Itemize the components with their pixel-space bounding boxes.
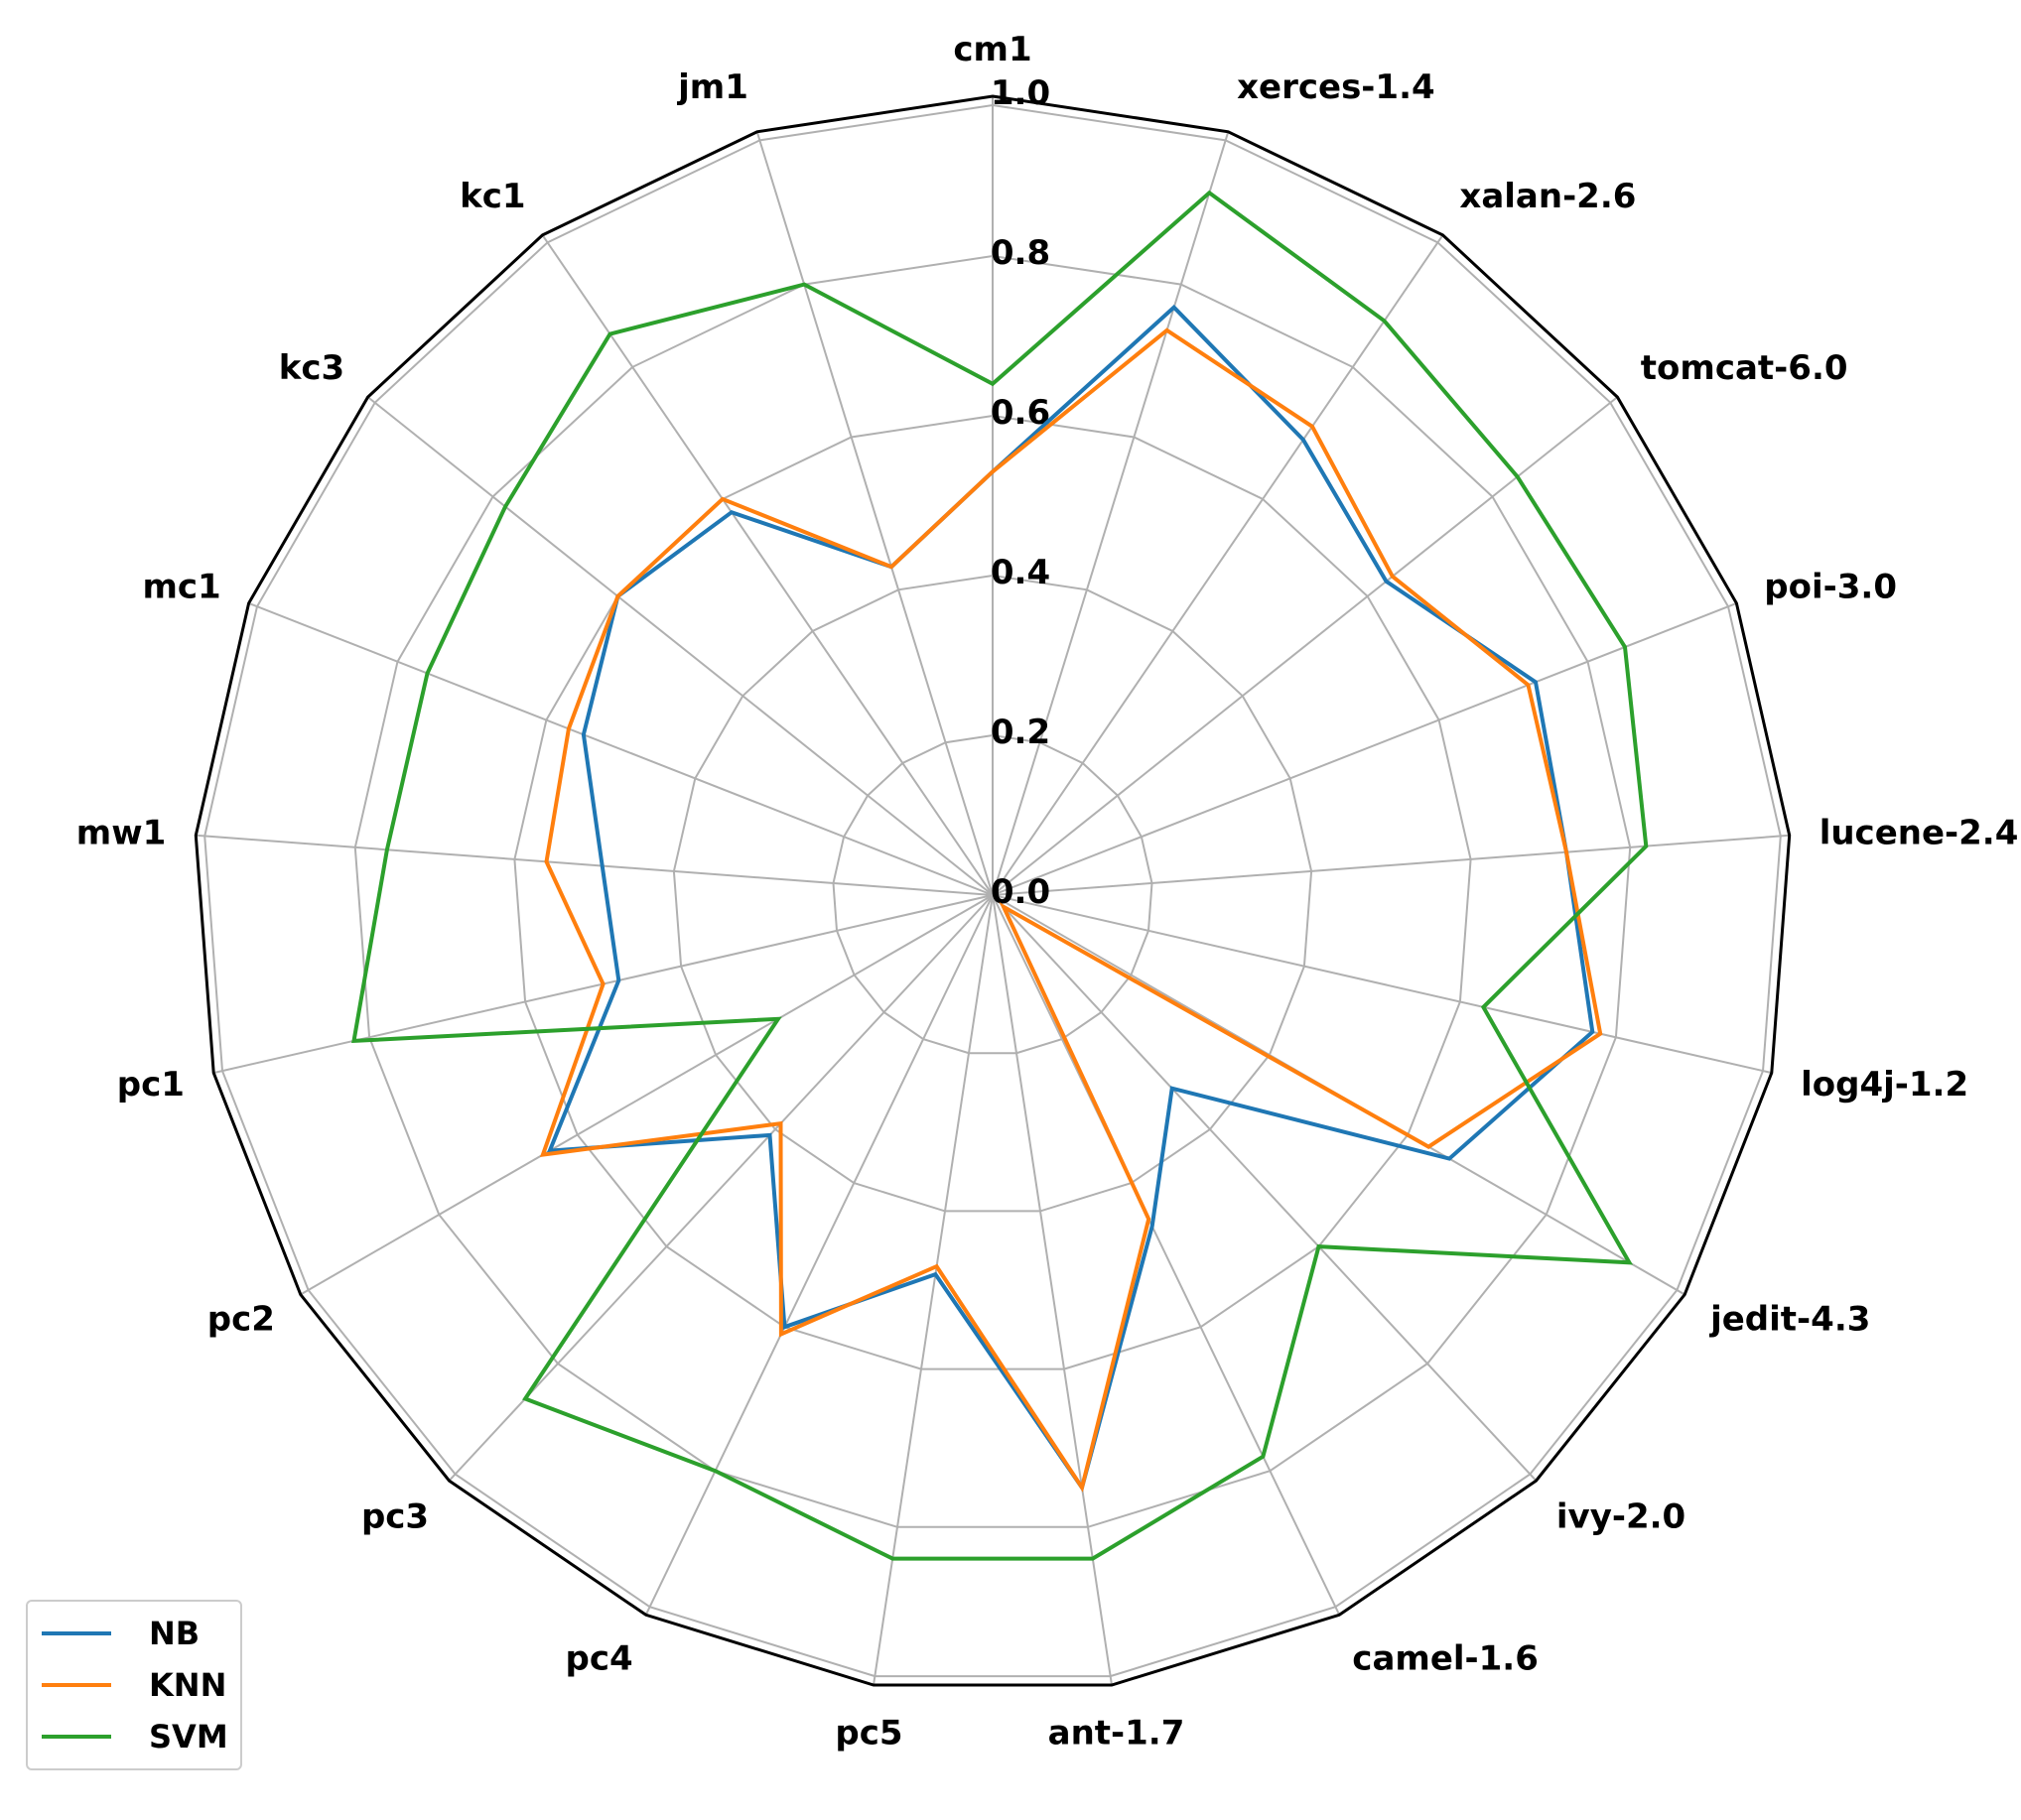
category-label-17: mc1 (142, 567, 220, 606)
category-label-9: camel-1.6 (1352, 1639, 1539, 1679)
category-label-1: xerces-1.4 (1237, 67, 1435, 107)
series-line-svm (351, 190, 1649, 1561)
tick-label-0: 0.0 (991, 872, 1050, 912)
category-label-0: cm1 (953, 30, 1031, 69)
spoke-20 (755, 131, 994, 896)
spoke-8 (992, 894, 1538, 1482)
legend-swatch-svm (42, 1735, 111, 1739)
legend-label-nb: NB (149, 1615, 201, 1652)
category-label-2: xalan-2.6 (1459, 177, 1636, 216)
category-label-10: ant-1.7 (1048, 1714, 1185, 1754)
legend-item-knn: KNN (42, 1665, 226, 1705)
legend: NB KNN SVM (26, 1600, 242, 1770)
spoke-10 (992, 894, 1113, 1686)
category-label-14: pc2 (207, 1300, 275, 1340)
category-label-11: pc5 (835, 1714, 902, 1754)
spoke-14 (300, 894, 994, 1296)
spoke-17 (248, 601, 994, 896)
spoke-18 (366, 396, 994, 896)
radial-tick-labels: 0.00.20.40.60.81.0 (991, 73, 1050, 912)
category-labels: cm1 xerces-1.4 xalan-2.6 tomcat-6.0 poi-3.0 l… (76, 30, 2019, 1754)
grid-ring-1 (672, 574, 1313, 1213)
legend-item-svm: SVM (42, 1717, 228, 1756)
category-label-13: pc3 (361, 1496, 429, 1536)
category-label-6: log4j-1.2 (1801, 1065, 1968, 1105)
category-label-8: ivy-2.0 (1556, 1496, 1685, 1536)
series-line-knn (539, 327, 1603, 1493)
grid-ring-3 (353, 254, 1632, 1528)
series-line-nb (546, 304, 1595, 1493)
legend-label-knn: KNN (149, 1666, 227, 1704)
category-label-16: mw1 (76, 813, 167, 852)
spoke-12 (644, 894, 994, 1616)
frame-ring-0 (203, 103, 1782, 1678)
category-label-5: lucene-2.4 (1819, 813, 2019, 852)
spoke-11 (873, 894, 994, 1686)
spoke-3 (992, 396, 1619, 896)
category-label-20: jm1 (676, 67, 748, 107)
tick-label-2: 0.4 (991, 553, 1050, 592)
grid-ring-0 (832, 733, 1153, 1055)
tick-label-5: 1.0 (991, 73, 1050, 113)
spoke-5 (992, 834, 1790, 896)
spoke-19 (541, 234, 994, 896)
spoke-13 (448, 894, 994, 1482)
spoke-9 (992, 894, 1341, 1616)
spoke-4 (992, 601, 1737, 896)
tick-label-1: 0.2 (991, 713, 1050, 752)
category-label-4: poi-3.0 (1764, 567, 1897, 606)
grid-ring-2 (513, 414, 1472, 1370)
frame-ring-1 (194, 94, 1792, 1687)
legend-swatch-nb (42, 1631, 111, 1635)
category-label-19: kc1 (460, 177, 525, 216)
category-label-3: tomcat-6.0 (1641, 348, 1848, 388)
category-label-7: jedit-4.3 (1708, 1300, 1870, 1340)
spoke-2 (992, 234, 1444, 896)
legend-swatch-knn (42, 1683, 111, 1687)
category-label-18: kc3 (279, 348, 344, 388)
spoke-1 (992, 131, 1230, 896)
series-lines (351, 190, 1649, 1561)
legend-item-nb: NB (42, 1614, 200, 1653)
category-label-15: pc1 (117, 1065, 185, 1105)
tick-label-4: 0.8 (991, 233, 1050, 273)
category-label-12: pc4 (566, 1639, 633, 1679)
legend-label-svm: SVM (149, 1718, 228, 1755)
grid (196, 96, 1790, 1686)
outer-frame (194, 94, 1792, 1687)
spoke-16 (196, 834, 994, 896)
spoke-6 (992, 894, 1773, 1075)
